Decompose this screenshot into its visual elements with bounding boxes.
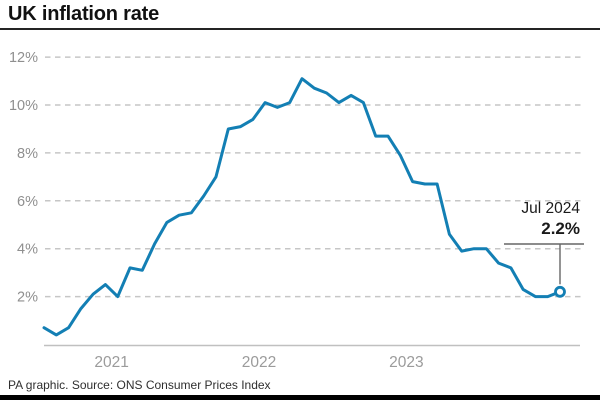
annotation-value-label: 2.2% [541,218,580,238]
y-tick-label: 2% [17,290,38,306]
y-tick-label: 4% [17,242,38,258]
annotation-date-label: Jul 2024 [521,200,580,217]
x-tick-label: 2022 [242,354,276,371]
last-point-annotation: Jul 2024 2.2% [420,200,580,240]
page-title: UK inflation rate [8,3,160,25]
cpi-data-line [42,77,562,337]
bottom-bar [0,395,600,400]
x-tick-label: 2021 [94,354,128,371]
y-tick-label: 10% [9,98,38,114]
last-point-marker [554,285,566,298]
y-tick-label: 12% [9,50,38,66]
source-credit: PA graphic. Source: ONS Consumer Prices … [8,378,271,392]
x-tick-label: 2023 [389,354,423,371]
title-rule [0,28,600,30]
y-tick-label: 6% [17,194,38,210]
y-tick-label: 8% [17,146,38,162]
